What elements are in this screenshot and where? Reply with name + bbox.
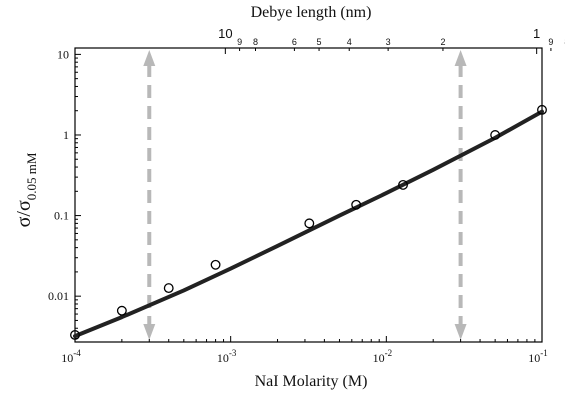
y-tick-label: 1 [63,128,69,142]
x-tick-label-base: 10 [373,351,385,365]
x-tick-label-base: 10 [528,351,540,365]
top-tick-label: 1 [533,26,540,41]
x-tick-label-exponent: -3 [229,348,237,358]
top-tick-label: 10 [218,26,232,41]
data-point [398,179,408,190]
data-point [490,130,501,140]
data-point [351,199,362,210]
reference-arrow-up-2 [454,50,467,66]
x-tick-label: 10-2 [373,348,393,365]
x-tick-label-exponent: -2 [385,348,393,358]
y-axis-title-main: σ/σ [13,200,35,227]
x-tick-label: 10-1 [528,348,548,365]
reference-markers [143,50,467,340]
reference-arrow-up-1 [143,50,156,66]
top-tick-label: 3 [386,37,391,47]
data-point [70,330,80,340]
y-tick-label: 10 [57,47,69,61]
data-point [163,283,174,294]
data-point [537,104,547,115]
x-tick-label: 10-3 [217,348,237,365]
top-tick-label: 9 [548,37,553,47]
x-tick-label-base: 10 [217,351,229,365]
y-axis-title-subscript: 0.05 mM [24,152,39,200]
top-tick-label: 2 [440,37,445,47]
x-tick-label-exponent: -1 [540,348,548,358]
y-tick-label: 0.01 [48,289,69,303]
x-tick-label-base: 10 [61,351,73,365]
x-tick-label: 10-4 [61,348,81,365]
top-tick-label: 8 [253,37,258,47]
top-tick-label: 4 [347,37,352,47]
axis-text: Debye length (nm) NaI Molarity (M) σ/σ0.… [13,4,565,390]
x-tick-label-exponent: -4 [73,348,81,358]
reference-arrow-down-2 [454,324,467,340]
data-point [210,259,221,270]
top-tick-label: 9 [237,37,242,47]
fit-line [73,109,544,339]
x-axis-title: NaI Molarity (M) [255,373,368,390]
plot-frame [74,47,543,343]
data-point [304,218,315,229]
top-tick-label: 6 [292,37,297,47]
plot-data [70,104,547,340]
top-tick-label: 5 [317,37,322,47]
y-tick-label: 0.1 [54,209,69,223]
reference-arrow-down-1 [143,324,156,340]
top-axis-title: Debye length (nm) [251,4,372,21]
y-axis-title: σ/σ0.05 mM [13,152,39,227]
data-point [116,305,127,316]
